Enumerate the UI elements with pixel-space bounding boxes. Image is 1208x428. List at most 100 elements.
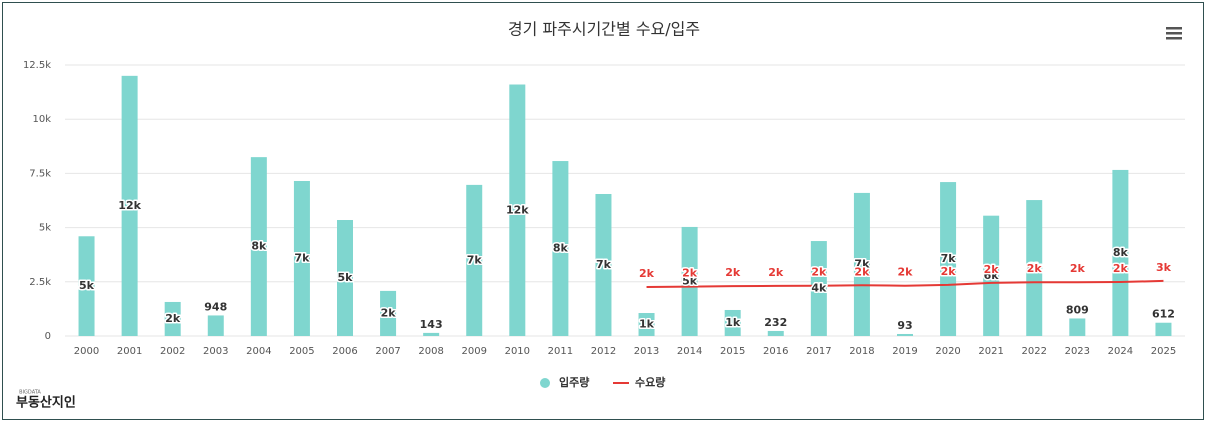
bar <box>466 184 483 336</box>
bar <box>207 315 224 336</box>
menu-bar[interactable] <box>1166 32 1182 35</box>
y-tick-label: 5k <box>39 223 51 234</box>
bar <box>595 193 612 336</box>
data-label: 2k <box>984 263 1000 276</box>
bar <box>1069 318 1086 336</box>
x-tick-label: 2024 <box>1108 346 1133 357</box>
x-tick-label: 2022 <box>1022 346 1047 357</box>
y-tick-label: 10k <box>32 114 51 125</box>
data-label: 5k <box>682 274 698 287</box>
x-tick-label: 2010 <box>505 346 530 357</box>
bar <box>853 192 870 336</box>
data-label: 612 <box>1152 308 1175 321</box>
data-label: 2k <box>768 266 784 279</box>
data-label: 8k <box>553 242 569 255</box>
bar <box>1112 169 1129 336</box>
x-tick-label: 2015 <box>720 346 745 357</box>
x-tick-label: 2018 <box>849 346 874 357</box>
data-label: 2k <box>854 265 870 278</box>
bar <box>810 241 827 336</box>
bar <box>724 309 741 336</box>
data-label: 6k <box>1027 261 1043 274</box>
data-label: 2k <box>639 267 655 280</box>
data-label: 4k <box>811 282 827 295</box>
data-label: 1k <box>725 316 741 329</box>
x-tick-label: 2016 <box>763 346 788 357</box>
menu-bar[interactable] <box>1166 37 1182 40</box>
line <box>646 279 1164 289</box>
legend-label: 수요량 <box>635 376 665 389</box>
x-tick-label: 2023 <box>1065 346 1090 357</box>
bar <box>681 226 698 336</box>
logo-text: 부동산지인 <box>16 395 76 411</box>
data-label: 948 <box>204 300 227 313</box>
data-label: 2k <box>898 266 914 279</box>
data-label: 12k <box>118 199 141 212</box>
data-label: 2k <box>165 312 181 325</box>
bar <box>1026 200 1043 336</box>
bar <box>250 157 267 336</box>
data-label: 2k <box>1070 262 1086 275</box>
x-tick-label: 2006 <box>332 346 357 357</box>
menu-icon[interactable] <box>1166 27 1182 40</box>
data-label: 2k <box>1027 262 1043 275</box>
x-tick-label: 2021 <box>978 346 1003 357</box>
x-tick-label: 2001 <box>117 346 142 357</box>
data-label: 2k <box>682 267 698 280</box>
x-tick-label: 2017 <box>806 346 831 357</box>
bar <box>121 75 138 336</box>
x-tick-label: 2025 <box>1151 346 1176 357</box>
bar <box>509 84 526 337</box>
data-label: 2k <box>811 266 827 279</box>
bar <box>897 333 913 336</box>
data-label: 7k <box>467 253 483 266</box>
data-label: 8k <box>251 240 267 253</box>
data-label: 5k <box>338 271 354 284</box>
chart-title: 경기 파주시기간별 수요/입주 <box>508 20 700 39</box>
x-tick-label: 2013 <box>634 346 659 357</box>
x-tick-label: 2012 <box>591 346 616 357</box>
bar <box>638 313 655 336</box>
bar <box>380 290 397 336</box>
bar <box>164 301 181 336</box>
bar <box>940 182 957 336</box>
x-tick-label: 2011 <box>548 346 573 357</box>
data-label: 5k <box>79 279 95 292</box>
y-tick-label: 2.5k <box>29 277 51 288</box>
x-tick-label: 2014 <box>677 346 702 357</box>
data-label: 3k <box>1156 261 1172 274</box>
data-label: 2k <box>941 265 957 278</box>
bar <box>423 332 440 336</box>
data-label: 2k <box>381 306 397 319</box>
data-label: 1k <box>639 318 655 331</box>
bar <box>767 330 784 336</box>
x-tick-label: 2008 <box>418 346 443 357</box>
bar <box>1155 322 1172 336</box>
data-label: 2k <box>725 266 741 279</box>
x-tick-label: 2007 <box>375 346 400 357</box>
x-tick-label: 2002 <box>160 346 185 357</box>
data-label: 93 <box>897 319 912 332</box>
x-tick-label: 2019 <box>892 346 917 357</box>
legend-swatch <box>540 378 550 388</box>
bar <box>552 161 569 336</box>
data-label: 809 <box>1066 303 1089 316</box>
legend-label: 입주량 <box>559 376 589 389</box>
bar <box>337 220 353 336</box>
x-tick-label: 2000 <box>74 346 99 357</box>
data-label: 143 <box>420 318 443 331</box>
bar <box>983 215 1000 336</box>
x-tick-label: 2005 <box>289 346 314 357</box>
y-tick-label: 7.5k <box>29 168 51 179</box>
data-label: 232 <box>764 316 787 329</box>
data-label: 8k <box>1113 246 1129 259</box>
x-tick-label: 2009 <box>462 346 487 357</box>
logo-small: BIGDATA <box>19 390 41 396</box>
data-label: 2k <box>1113 262 1129 275</box>
data-label: 12k <box>506 203 529 216</box>
data-label: 7k <box>596 258 612 271</box>
chart-frame <box>2 2 1204 420</box>
data-label: 6k <box>984 269 1000 282</box>
menu-bar[interactable] <box>1166 27 1182 30</box>
